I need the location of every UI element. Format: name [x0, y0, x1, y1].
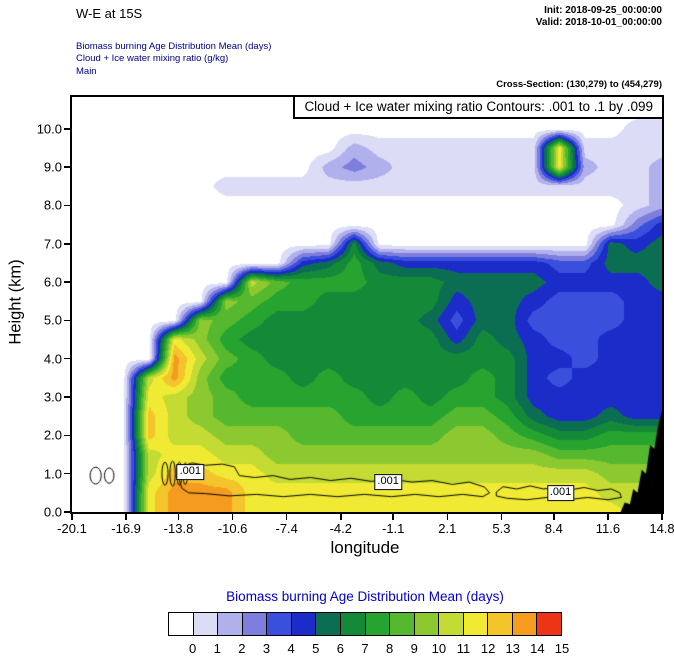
heatmap-canvas	[72, 97, 662, 512]
init-time: Init: 2018-09-25_00:00:00	[544, 5, 662, 16]
x-tick-mark	[607, 512, 609, 520]
colorbar-box	[364, 612, 391, 636]
contour-info-box: Cloud + Ice water mixing ratio Contours:…	[293, 97, 662, 119]
y-tick-label: 3.0	[43, 389, 62, 405]
colorbar-box	[168, 612, 194, 636]
colorbar-tick-label: 9	[410, 641, 418, 656]
x-tick-mark	[125, 512, 127, 520]
x-tick-label: -7.4	[275, 521, 298, 536]
colorbar-tick-label: 6	[336, 641, 344, 656]
y-tick-label: 1.0	[43, 466, 62, 482]
y-tick-label: 2.0	[43, 427, 62, 443]
y-tick-label: 0.0	[43, 504, 62, 520]
x-tick-mark	[71, 512, 73, 520]
y-tick-mark	[64, 128, 72, 130]
x-tick-label: 11.6	[595, 521, 621, 536]
x-tick-label: 14.8	[649, 521, 674, 536]
colorbar-tick-label: 1	[213, 641, 221, 656]
colorbar-tick-label: 10	[431, 641, 447, 656]
colorbar-title: Biomass burning Age Distribution Mean (d…	[226, 589, 504, 604]
y-tick-mark	[64, 357, 72, 360]
colorbar-tick-label: 15	[554, 641, 570, 656]
y-tick-mark	[64, 204, 72, 207]
colorbar-tick-label: 3	[262, 641, 271, 656]
valid-time: Valid: 2018-10-01_00:00:00	[535, 17, 662, 28]
colorbar-box	[266, 612, 292, 636]
x-tick-mark	[553, 512, 555, 520]
x-tick-mark	[340, 512, 342, 520]
y-tick-label: 4.0	[43, 351, 62, 367]
colorbar-box	[438, 612, 464, 636]
y-tick-label: 10.0	[36, 121, 62, 137]
colorbar	[168, 612, 562, 636]
colorbar-box	[462, 612, 489, 636]
x-tick-label: -10.6	[217, 521, 248, 536]
contour-line-label: .001	[546, 484, 575, 501]
colorbar-box	[339, 612, 366, 636]
colorbar-tick-label: 12	[480, 641, 496, 656]
colorbar-box	[290, 612, 317, 636]
x-tick-mark	[392, 512, 394, 520]
y-tick-mark	[64, 511, 72, 513]
colorbar-tick-label: 13	[505, 641, 520, 656]
x-tick-mark	[177, 512, 180, 520]
y-tick-mark	[64, 472, 72, 475]
x-tick-mark	[446, 512, 449, 520]
x-tick-mark	[661, 512, 663, 520]
x-tick-label: 8.4	[544, 521, 563, 536]
colorbar-tick-label: 7	[361, 641, 369, 656]
x-tick-label: -20.1	[57, 521, 87, 536]
colorbar-tick-label: 4	[287, 641, 295, 656]
colorbar-box	[192, 612, 219, 636]
colorbar-box	[241, 612, 268, 636]
y-tick-mark	[64, 281, 72, 283]
colorbar-tick-label: 0	[189, 641, 197, 656]
x-tick-label: -16.9	[111, 521, 141, 536]
x-tick-label: -4.2	[329, 521, 352, 536]
x-tick-mark	[285, 512, 288, 520]
y-tick-label: 5.0	[43, 312, 62, 328]
colorbar-box	[217, 612, 243, 636]
x-tick-label: -13.8	[163, 521, 194, 536]
y-tick-label: 6.0	[43, 274, 62, 290]
colorbar-label-row: 0 1 2 3 4 5 6 7 8 9 10 11 12 13 14 15	[168, 641, 569, 657]
colorbar-box	[511, 612, 538, 636]
field-description-line-1: Biomass burning Age Distribution Mean (d…	[76, 41, 272, 52]
cross-section-coords: Cross-Section: (130,279) to (454,279)	[496, 79, 662, 90]
x-tick-label: -1.1	[382, 521, 405, 536]
x-tick-label: 5.3	[492, 521, 511, 536]
colorbar-box	[389, 612, 415, 636]
y-tick-mark	[64, 166, 72, 168]
field-description-line-3: Main	[76, 65, 97, 77]
y-tick-label: 8.0	[43, 197, 62, 213]
y-tick-mark	[64, 434, 72, 437]
y-tick-mark	[64, 243, 72, 245]
y-tick-mark	[64, 319, 72, 322]
colorbar-tick-label: 14	[530, 641, 545, 656]
y-tick-mark	[64, 396, 72, 398]
colorbar-box	[413, 612, 440, 636]
x-axis-title: longitude	[330, 538, 400, 557]
plot-title: W-E at 15S	[76, 6, 143, 21]
contour-line-label: .001	[176, 463, 205, 480]
y-tick-label: 9.0	[43, 159, 62, 175]
colorbar-tick-label: 2	[238, 641, 246, 656]
colorbar-tick-label: 11	[456, 641, 471, 656]
x-tick-mark	[500, 512, 503, 520]
plot-area: Cloud + Ice water mixing ratio Contours:…	[37, 95, 674, 536]
model-times: Init: 2018-09-25_00:00:00 Valid: 2018-10…	[536, 5, 662, 29]
colorbar-box	[315, 612, 341, 636]
field-descriptions: Biomass burning Age Distribution Mean (d…	[76, 41, 271, 78]
colorbar-box	[536, 612, 562, 636]
colorbar-tick-label: 8	[386, 641, 394, 656]
field-description-line-2: Cloud + Ice water mixing ratio (g/kg)	[76, 53, 229, 65]
y-tick-label: 7.0	[43, 236, 62, 252]
x-tick-mark	[231, 512, 234, 520]
contour-line-label: .001	[374, 474, 402, 490]
colorbar-box	[487, 612, 513, 636]
colorbar-tick-label: 5	[312, 641, 320, 656]
x-tick-label: 2.1	[438, 521, 457, 536]
y-axis-title: Height (km)	[6, 259, 25, 345]
